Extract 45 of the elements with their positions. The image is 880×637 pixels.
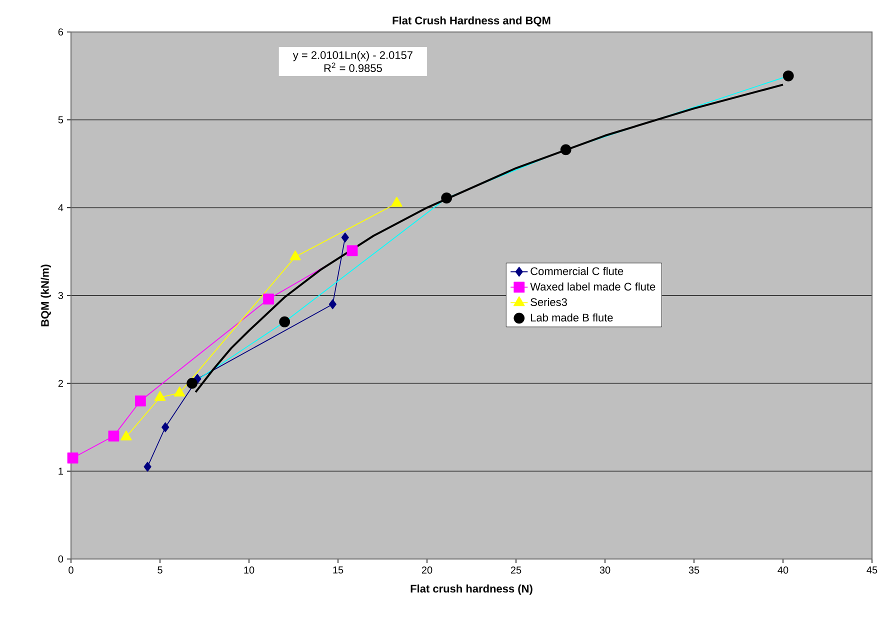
point <box>154 390 166 401</box>
y-tick-label: 0 <box>58 555 64 563</box>
point <box>328 299 336 310</box>
point <box>391 196 402 207</box>
point <box>441 192 452 204</box>
y-tick-label: 4 <box>58 204 64 212</box>
x-tick-label: 0 <box>68 566 74 574</box>
y-axis-title: BQM (kN/m) <box>40 264 52 326</box>
x-tick-label: 35 <box>688 566 700 574</box>
legend-label: Lab made B flute <box>531 313 613 322</box>
point <box>67 452 78 464</box>
x-tick-label: 5 <box>158 566 162 574</box>
x-tick-label: 40 <box>778 566 788 574</box>
x-tick-label: 30 <box>600 566 610 574</box>
point <box>186 378 198 389</box>
point <box>290 250 301 260</box>
point <box>263 294 274 304</box>
annotation: R$^{2}$ = 0.9855 <box>324 62 382 72</box>
point <box>782 70 794 82</box>
x-tick-label: 10 <box>244 566 254 574</box>
legend-label: Commercial C flute <box>530 267 624 276</box>
point <box>174 386 186 396</box>
x-axis-title: Flat crush hardness (N) <box>410 584 532 595</box>
point <box>346 245 358 256</box>
annotation: y = 2.0101Ln(x) - 2.0157 <box>292 50 412 62</box>
x-tick-label: 20 <box>422 566 432 574</box>
y-tick-label: 5 <box>58 116 64 124</box>
point <box>279 316 290 328</box>
x-tick-label: 15 <box>333 566 344 574</box>
legend-label: Waxed label made C flute <box>530 282 656 291</box>
legend-label: Series3 <box>530 298 567 306</box>
point <box>560 144 572 156</box>
x-tick-label: 25 <box>510 566 522 574</box>
point <box>120 430 132 440</box>
chart-title: Flat Crush Hardness and BQM <box>392 16 550 26</box>
point <box>341 232 349 242</box>
y-tick-label: 1 <box>58 468 63 475</box>
y-tick-label: 6 <box>58 28 64 36</box>
point <box>108 430 120 442</box>
y-tick-label: 3 <box>58 292 64 300</box>
point <box>134 395 146 406</box>
point <box>144 462 152 472</box>
x-tick-label: 45 <box>866 566 878 574</box>
y-tick-label: 2 <box>58 380 63 387</box>
point <box>162 422 170 432</box>
